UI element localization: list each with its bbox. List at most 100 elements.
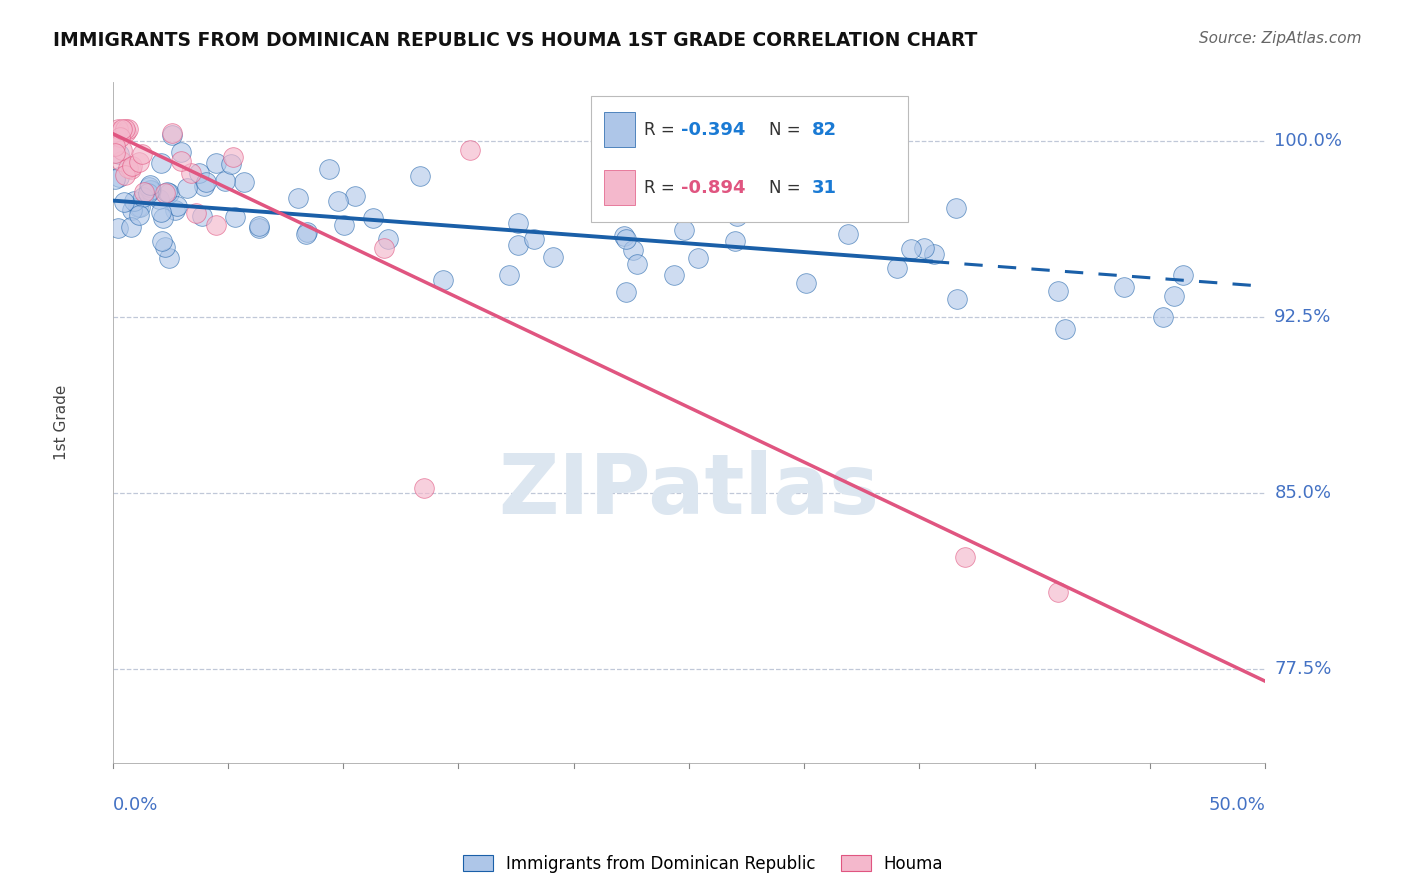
Point [104, 146, 127, 161]
Point [163, 203, 186, 218]
FancyBboxPatch shape [603, 112, 636, 147]
Point [152, 211, 174, 225]
Point [117, 122, 139, 136]
Point [115, 125, 138, 139]
Point [120, 162, 142, 177]
Text: 1st Grade: 1st Grade [55, 385, 69, 460]
Point [621, 243, 644, 257]
Legend: Immigrants from Dominican Republic, Houma: Immigrants from Dominican Republic, Houm… [456, 848, 950, 880]
Point [409, 169, 432, 183]
Point [1173, 268, 1195, 283]
Point [1054, 322, 1077, 336]
FancyBboxPatch shape [603, 170, 636, 205]
Point [361, 211, 384, 225]
Point [498, 268, 520, 283]
Point [295, 227, 318, 242]
Point [614, 285, 637, 299]
Point [107, 122, 129, 136]
Point [249, 220, 271, 235]
Text: -0.394: -0.394 [681, 120, 745, 138]
Point [837, 227, 859, 241]
Point [122, 194, 145, 209]
Point [458, 143, 481, 157]
Point [886, 261, 908, 276]
Text: 77.5%: 77.5% [1274, 660, 1331, 679]
Text: 85.0%: 85.0% [1274, 484, 1331, 502]
Point [136, 186, 159, 200]
Point [117, 161, 139, 176]
Point [506, 238, 529, 252]
Point [111, 143, 134, 157]
Point [121, 202, 143, 217]
Text: R =: R = [644, 120, 681, 138]
Point [506, 216, 529, 230]
Point [110, 153, 132, 168]
Point [195, 175, 218, 189]
Text: 82: 82 [813, 120, 837, 138]
Point [132, 185, 155, 199]
Point [129, 201, 152, 215]
Point [108, 147, 131, 161]
Point [170, 145, 193, 159]
Point [150, 234, 173, 248]
Point [373, 241, 395, 255]
Point [156, 185, 179, 199]
Point [104, 172, 127, 186]
Point [672, 223, 695, 237]
Text: 31: 31 [813, 178, 837, 196]
Text: 0.0%: 0.0% [112, 797, 157, 814]
Point [176, 181, 198, 195]
Point [626, 257, 648, 271]
Point [205, 156, 228, 170]
Point [945, 201, 967, 215]
Point [222, 151, 245, 165]
Point [377, 232, 399, 246]
Point [139, 178, 162, 192]
Text: ZIPatlas: ZIPatlas [498, 450, 879, 532]
Point [104, 125, 127, 139]
Text: N =: N = [769, 120, 806, 138]
Point [107, 170, 129, 185]
Point [233, 175, 256, 189]
Point [132, 190, 155, 204]
Point [162, 128, 184, 142]
Point [188, 166, 211, 180]
Text: N =: N = [769, 178, 806, 196]
Point [111, 122, 134, 136]
Point [343, 189, 366, 203]
Point [170, 153, 193, 168]
Text: 92.5%: 92.5% [1274, 308, 1331, 326]
Point [295, 225, 318, 239]
Point [1112, 279, 1135, 293]
Point [107, 221, 129, 235]
FancyBboxPatch shape [591, 95, 908, 221]
Point [131, 147, 153, 161]
Point [141, 182, 163, 196]
Point [724, 234, 747, 248]
Point [725, 209, 748, 223]
Point [523, 232, 546, 246]
Point [153, 240, 176, 254]
Point [326, 194, 349, 208]
Point [112, 194, 135, 209]
Point [121, 159, 143, 173]
Point [1047, 284, 1070, 298]
Point [613, 229, 636, 244]
Point [946, 293, 969, 307]
Point [432, 273, 454, 287]
Point [128, 208, 150, 222]
Text: 50.0%: 50.0% [1208, 797, 1265, 814]
Point [912, 241, 935, 255]
Point [412, 482, 434, 496]
Point [541, 250, 564, 264]
Point [138, 180, 160, 194]
Point [205, 219, 228, 233]
Point [219, 157, 242, 171]
Point [686, 251, 709, 265]
Point [247, 219, 270, 233]
Point [794, 277, 817, 291]
Point [114, 122, 136, 136]
Point [157, 251, 180, 265]
Point [900, 243, 922, 257]
Point [318, 161, 340, 176]
